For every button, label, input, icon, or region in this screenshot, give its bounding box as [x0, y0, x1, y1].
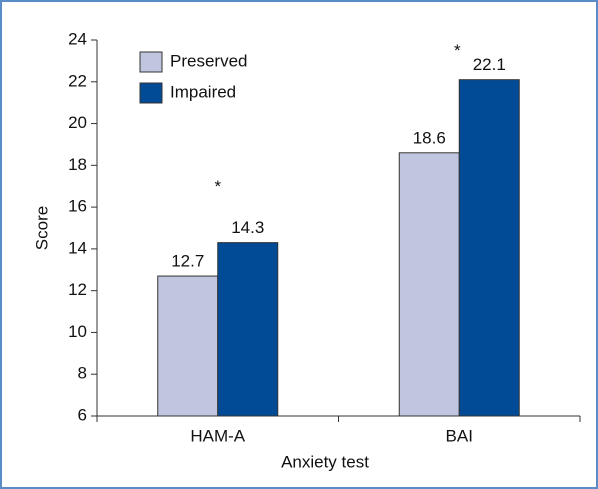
data-label: 22.1 [473, 55, 506, 74]
y-tick-label: 6 [78, 405, 87, 424]
bar [217, 242, 279, 417]
y-tick-label: 24 [68, 29, 87, 48]
annotation: * [214, 177, 221, 196]
bar [157, 275, 219, 417]
y-tick-label: 12 [68, 280, 87, 299]
y-tick-label: 8 [78, 364, 87, 383]
legend-label: Preserved [170, 51, 247, 70]
y-tick-label: 10 [68, 322, 87, 341]
legend-label: Impaired [170, 82, 236, 101]
annotation: * [454, 41, 461, 60]
y-tick-label: 16 [68, 197, 87, 216]
y-tick-label: 20 [68, 113, 87, 132]
legend-swatch [139, 51, 163, 73]
x-tick-label: BAI [446, 426, 473, 445]
data-label: 14.3 [231, 218, 264, 237]
data-label: 18.6 [413, 128, 446, 147]
y-tick-label: 18 [68, 155, 87, 174]
y-tick-label: 22 [68, 71, 87, 90]
bar [458, 79, 520, 417]
x-tick-label: HAM-A [190, 426, 245, 445]
legend-swatch [139, 82, 163, 104]
y-axis-label: Score [32, 206, 51, 250]
data-label: 12.7 [171, 252, 204, 271]
y-tick-label: 14 [68, 238, 87, 257]
x-axis-label: Anxiety test [281, 452, 369, 471]
bar [398, 152, 460, 417]
